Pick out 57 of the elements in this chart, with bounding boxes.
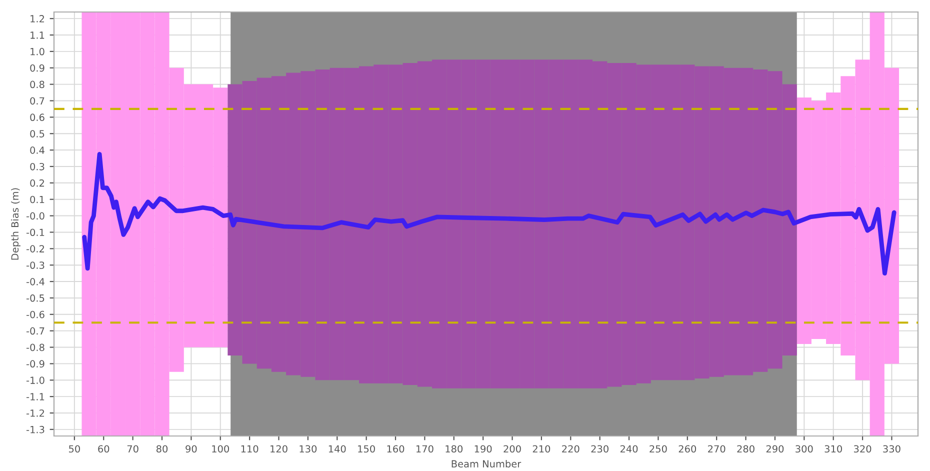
x-axis-title: Beam Number [452, 460, 522, 468]
y-tick-label: 0.4 [30, 146, 44, 154]
x-tick-label: 50 [68, 445, 80, 453]
x-tick-label: 290 [766, 445, 784, 453]
x-tick-label: 240 [620, 445, 638, 453]
x-tick-label: 70 [127, 445, 138, 453]
x-tick-label: 300 [796, 445, 813, 453]
x-tick-label: 310 [824, 445, 842, 453]
y-tick-label: 0.1 [30, 196, 44, 204]
x-tick-label: 230 [591, 445, 608, 453]
y-tick-label: 1.2 [30, 15, 44, 22]
y-tick-label: 0.2 [30, 179, 44, 187]
x-tick-label: 150 [358, 445, 375, 453]
x-tick-label: 210 [532, 445, 550, 453]
y-tick-label: 0.8 [30, 80, 44, 88]
x-tick-label: 160 [387, 445, 404, 453]
y-tick-label: -1.1 [26, 393, 44, 400]
x-tick-label: 280 [737, 445, 754, 453]
y-tick-label: 0.3 [30, 162, 44, 170]
x-tick-label: 140 [328, 445, 346, 453]
y-tick-label: -0.1 [26, 228, 44, 236]
y-tick-label: 1.1 [30, 32, 44, 39]
x-tick-label: 130 [300, 445, 317, 453]
y-tick-label: -0.2 [26, 245, 44, 252]
x-tick-label: 190 [474, 445, 492, 453]
x-tick-label: 180 [446, 445, 463, 453]
y-tick-label: -1.2 [26, 409, 44, 417]
y-tick-label: -0.8 [26, 344, 44, 352]
x-tick-label: 90 [186, 445, 197, 453]
x-tick-label: 250 [650, 445, 667, 453]
x-tick-label: 170 [416, 445, 434, 453]
y-tick-label: -1.0 [26, 376, 44, 384]
y-tick-label: 0.5 [30, 130, 44, 138]
x-tick-label: 220 [562, 445, 580, 453]
x-tick-label: 80 [156, 445, 168, 453]
y-tick-label: -0.0 [26, 212, 44, 220]
y-tick-label: 0.7 [30, 97, 44, 105]
x-tick-label: 120 [270, 445, 288, 453]
y-axis-title: Depth Bias (m) [11, 188, 20, 260]
x-tick-label: 270 [708, 445, 726, 453]
x-tick-label: 100 [212, 445, 230, 453]
y-tick-label: -0.3 [26, 262, 44, 269]
y-tick-label: -0.6 [26, 310, 44, 318]
y-tick-label: -0.9 [26, 360, 44, 368]
x-tick-label: 260 [678, 445, 696, 453]
x-tick-label: 110 [241, 445, 258, 453]
x-tick-label: 200 [504, 445, 521, 453]
x-tick-label: 60 [98, 445, 110, 453]
y-tick-label: 0.9 [30, 64, 44, 72]
y-tick-label: 1.0 [30, 48, 44, 56]
y-tick-label: -0.7 [26, 327, 44, 335]
y-tick-label: 0.6 [30, 114, 44, 122]
x-tick-label: 320 [854, 445, 872, 453]
y-tick-label: -0.4 [26, 278, 44, 286]
y-tick-label: -1.3 [26, 426, 44, 434]
y-tick-label: -0.5 [26, 294, 44, 302]
x-tick-label: 330 [883, 445, 900, 453]
